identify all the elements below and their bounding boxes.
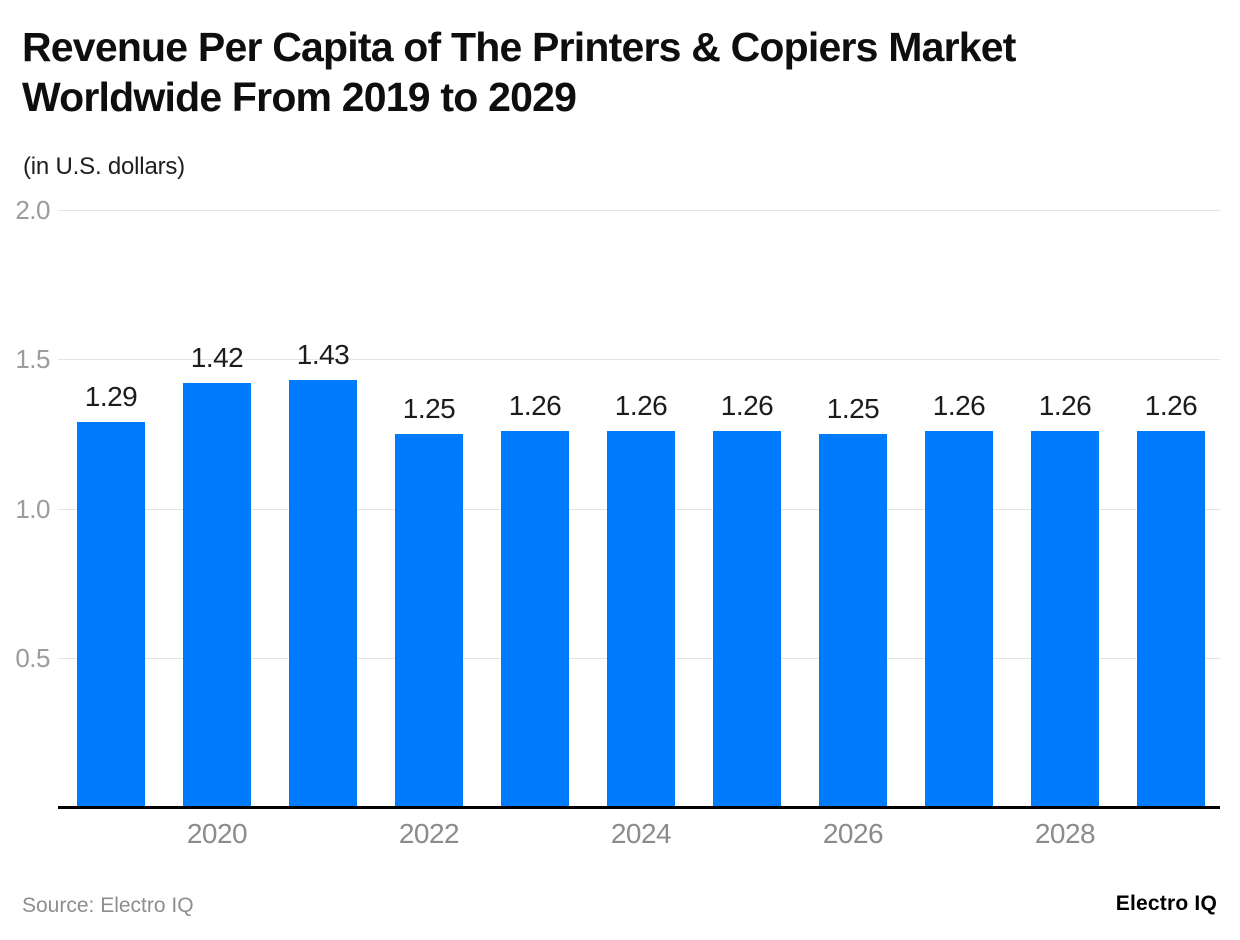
bar-2025: [713, 430, 781, 808]
bar-value-label-2019: 1.29: [84, 380, 138, 412]
x-tick-label-2020: 2020: [186, 818, 248, 849]
y-tick-label-1.0: 1.0: [15, 493, 50, 524]
y-tick-label-1.5: 1.5: [15, 344, 50, 375]
bar-2028: [1031, 430, 1099, 808]
bar-2029: [1137, 430, 1205, 808]
gridline-1.5: [58, 359, 1220, 361]
bar-2027: [925, 430, 993, 808]
bar-value-label-2024: 1.26: [614, 389, 668, 421]
x-tick-label-2022: 2022: [398, 818, 460, 849]
bar-value-label-2026: 1.25: [826, 392, 880, 424]
bar-value-label-2028: 1.26: [1038, 389, 1092, 421]
bar-value-label-2027: 1.26: [932, 389, 986, 421]
bar-2022: [395, 433, 463, 808]
bar-value-label-2025: 1.26: [720, 389, 774, 421]
bar-2019: [77, 421, 145, 808]
bar-value-label-2029: 1.26: [1144, 389, 1198, 421]
bar-2021: [289, 380, 357, 808]
bar-2020: [183, 383, 251, 808]
bar-2026: [819, 433, 887, 808]
x-axis-line: [58, 806, 1220, 809]
x-tick-label-2026: 2026: [822, 818, 884, 849]
bar-2024: [607, 430, 675, 808]
title-line-1: Revenue Per Capita of The Printers & Cop…: [22, 24, 1016, 70]
bar-value-label-2020: 1.42: [190, 342, 244, 374]
gridline-2.0: [58, 210, 1220, 211]
title-line-2: Worldwide From 2019 to 2029: [22, 74, 577, 120]
page-title: Revenue Per Capita of The Printers & Cop…: [22, 22, 1172, 122]
y-tick-label-2.0: 2.0: [15, 195, 50, 225]
y-tick-label-0.5: 0.5: [15, 642, 50, 673]
bar-value-label-2023: 1.26: [508, 389, 562, 421]
bar-value-label-2021: 1.43: [296, 339, 350, 371]
bar-2023: [501, 430, 569, 808]
x-tick-label-2024: 2024: [610, 818, 672, 849]
source-text: Source: Electro IQ: [22, 894, 194, 917]
x-tick-label-2028: 2028: [1034, 818, 1096, 849]
brand-logo: Electro IQ: [1115, 892, 1217, 915]
chart-subtitle-units: (in U.S. dollars): [23, 153, 185, 180]
bar-value-label-2022: 1.25: [402, 392, 456, 424]
